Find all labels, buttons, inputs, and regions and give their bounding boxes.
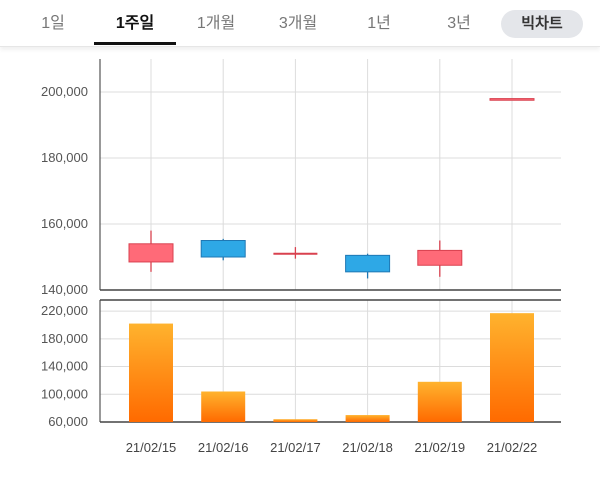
tab-3-years[interactable]: 3년 — [447, 15, 471, 32]
tab-1-day[interactable]: 1일 — [41, 15, 65, 32]
tab-1-week[interactable]: 1주일 — [115, 15, 155, 32]
tab-1-month[interactable]: 1개월 — [196, 15, 236, 32]
tick-labels: 140,000 160,000 180,000 200,000 60,000 100,00… — [41, 84, 537, 455]
tab-3-months[interactable]: 3개월 — [278, 15, 318, 32]
candle-body — [128, 243, 174, 263]
volume-bar — [201, 391, 246, 422]
volume-ytick-label: 140,000 — [41, 359, 88, 374]
volume-bars — [129, 313, 534, 422]
price-ytick-label: 140,000 — [41, 282, 88, 297]
candle-body — [345, 254, 391, 273]
big-chart-button[interactable]: 빅차트 — [501, 10, 583, 38]
volume-bar — [345, 415, 390, 422]
price-ytick-label: 180,000 — [41, 150, 88, 165]
x-tick-label: 21/02/17 — [270, 440, 321, 455]
volume-ytick-label: 220,000 — [41, 303, 88, 318]
volume-ytick-label: 100,000 — [41, 386, 88, 401]
x-tick-label: 21/02/19 — [414, 440, 465, 455]
volume-bar — [129, 323, 173, 422]
active-tab-indicator — [94, 42, 176, 45]
volume-ytick-label: 180,000 — [41, 331, 88, 346]
candles — [128, 98, 535, 279]
candle-body — [489, 98, 535, 101]
price-ytick-label: 200,000 — [41, 84, 88, 99]
x-tick-label: 21/02/15 — [126, 440, 177, 455]
x-tick-label: 21/02/22 — [487, 440, 538, 455]
candle-body — [200, 240, 246, 258]
x-tick-label: 21/02/18 — [342, 440, 393, 455]
candle-body — [417, 249, 463, 266]
volume-bar — [273, 419, 318, 422]
price-ytick-label: 160,000 — [41, 216, 88, 231]
volume-ytick-label: 60,000 — [48, 414, 88, 429]
axes — [99, 59, 561, 423]
volume-bar — [417, 381, 462, 422]
period-tab-bar: 1일 1주일 1개월 3개월 1년 3년 빅차트 — [0, 0, 600, 47]
volume-bar — [490, 313, 534, 422]
x-tick-label: 21/02/16 — [198, 440, 249, 455]
tab-1-year[interactable]: 1년 — [367, 15, 391, 32]
